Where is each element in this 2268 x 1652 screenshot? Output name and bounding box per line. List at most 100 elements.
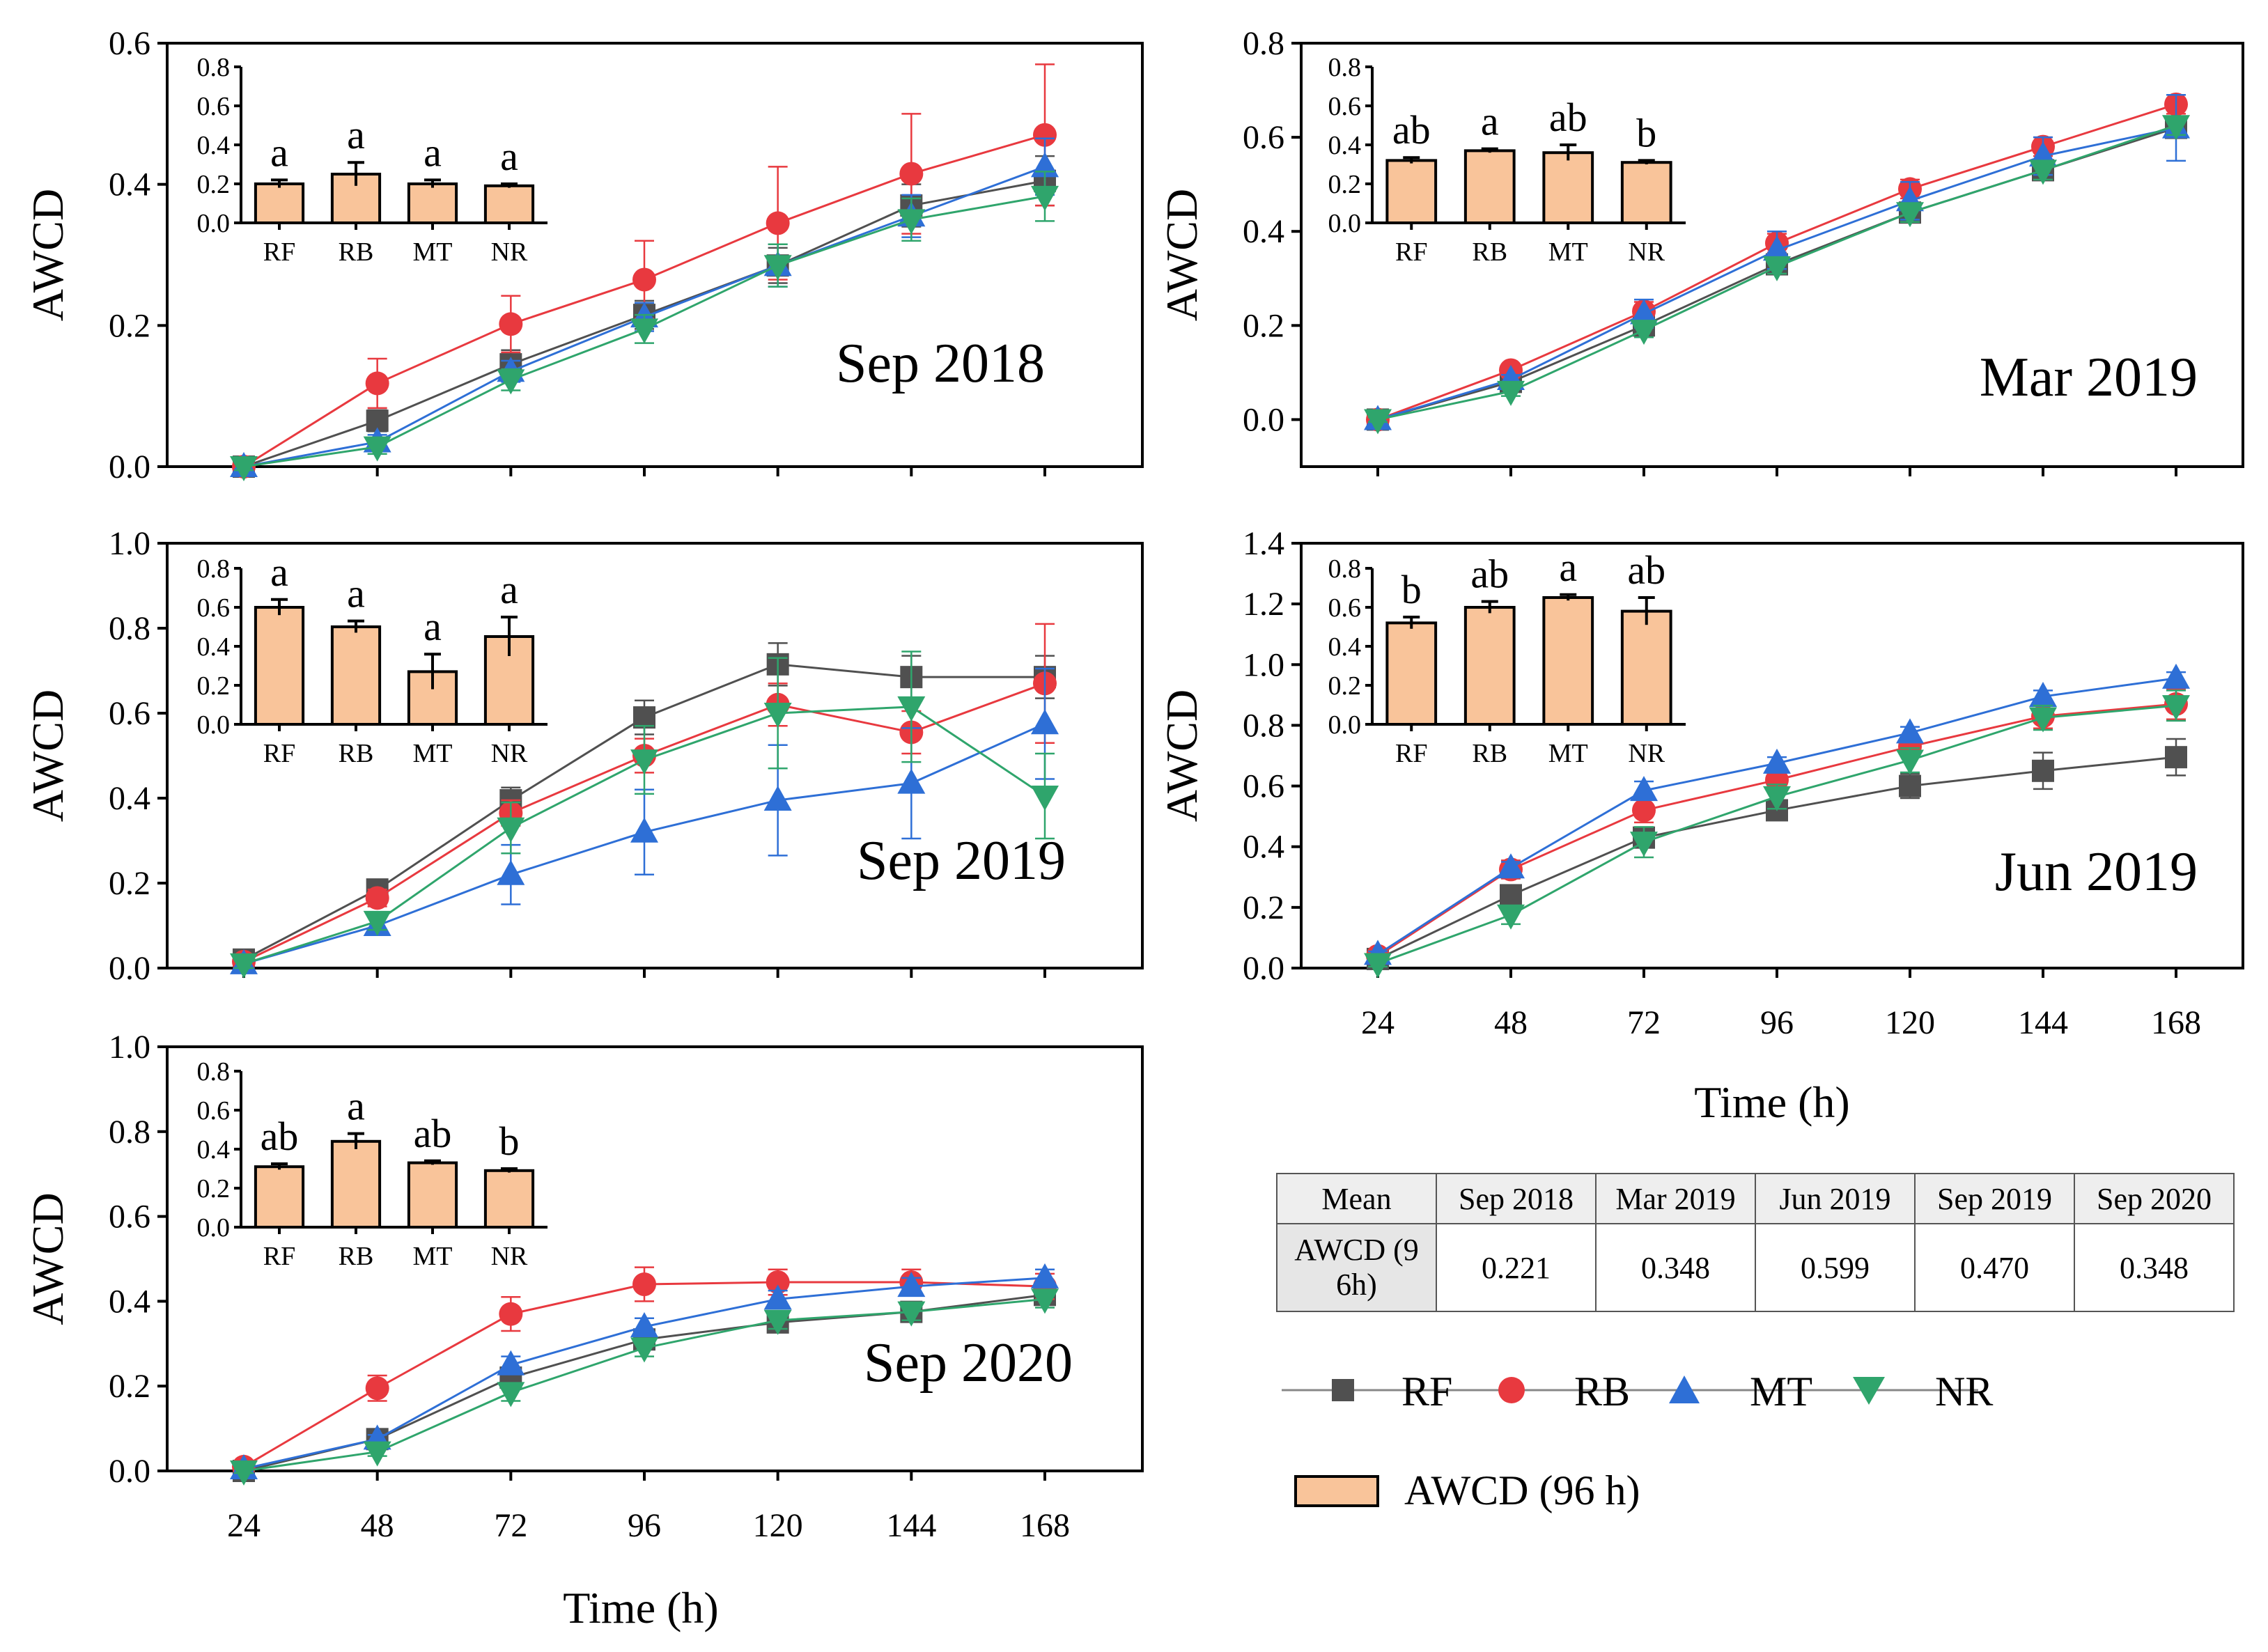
legend-rf-label: RF	[1401, 1369, 1452, 1415]
p4-series-rb-point	[766, 1270, 790, 1294]
p3-plot-frame	[1300, 542, 2244, 969]
p0-inset-xtick-label-rf: RF	[263, 237, 295, 267]
p1-inset-sig-letter-rf: ab	[1392, 107, 1431, 153]
p4-series-mt-point	[1031, 1263, 1059, 1288]
p4-inset-ytick-label-0-0: 0.0	[197, 1213, 231, 1242]
p1-inset-xtick-label-mt: MT	[1548, 237, 1588, 267]
p0-inset-xtick-label-rb: RB	[339, 237, 374, 267]
p2-inset-ytick-label-0-8: 0.8	[197, 554, 231, 584]
p0-inset-sig-letter-nr: a	[500, 134, 518, 179]
p0-series-rb-point	[499, 312, 523, 336]
p2-inset-sig-letter-rf: a	[270, 550, 288, 595]
p4-inset: 0.0 0.2 0.4 0.6 0.8 ab RF a RB ab MT b NR	[197, 1057, 550, 1271]
p1-series-nr-point	[2029, 159, 2057, 185]
p3-xtick-label-168: 168	[2151, 1004, 2201, 1041]
p3-series-nr-point	[2162, 695, 2190, 721]
p3-series-rf-point	[2032, 759, 2054, 782]
p1-inset-ytick-label-0-6: 0.6	[1328, 92, 1362, 121]
p0-ytick-label-0-6: 0.6	[109, 25, 150, 62]
legend-mt-marker	[1669, 1376, 1700, 1403]
p2-series-nr-point	[230, 953, 258, 979]
p3-inset-bar-mt	[1542, 596, 1594, 726]
legend: RF RB MT NR AWCD (96 h)	[1282, 1369, 1993, 1513]
p4-series-rb-point	[499, 1302, 523, 1326]
p1-ytick-label-0-6: 0.6	[1243, 119, 1284, 156]
p0-series-nr-point	[363, 436, 391, 462]
p0-series-rb-point	[766, 211, 790, 235]
legend-nr-label: NR	[1935, 1369, 1993, 1415]
p2-series-nr-point	[497, 817, 525, 843]
p1-series-nr-point	[2162, 115, 2190, 141]
p3-series-nr-point	[1763, 786, 1791, 811]
p2-inset-ytick-label-0-6: 0.6	[197, 593, 231, 623]
p3-series-nr-point	[1896, 749, 1924, 775]
p3-inset-ytick-label-0-8: 0.8	[1328, 554, 1362, 584]
p3-ytick-label-1-2: 1.2	[1243, 586, 1284, 623]
p0-inset-xtick-label-mt: MT	[413, 237, 453, 267]
p2-inset-sig-letter-mt: a	[424, 604, 442, 649]
p4-inset-bar-nr	[483, 1169, 535, 1229]
p3-ytick-label-0-4: 0.4	[1243, 829, 1284, 866]
p0-ytick-label-0-4: 0.4	[109, 166, 150, 203]
table-row: AWCD (9 6h) 0.221 0.348 0.599 0.470 0.348	[1276, 1223, 2235, 1312]
p2-series-mt-point	[897, 768, 926, 794]
p3-ylabel: AWCD	[1157, 689, 1206, 822]
p2-inset-ytick-label-0-2: 0.2	[197, 671, 231, 701]
p4-inset-xtick-label-nr: NR	[491, 1242, 528, 1271]
p3-series-mt-point	[1630, 776, 1658, 802]
p0-series-nr-point	[763, 255, 792, 281]
p1-inset-sig-letter-rb: a	[1481, 99, 1499, 144]
p3-series-rf-point	[1500, 884, 1522, 907]
p2-ytick-label-0-0: 0.0	[109, 950, 150, 987]
p4-series-mt-point	[497, 1350, 525, 1376]
p3-inset-xtick-label-rb: RB	[1472, 739, 1507, 768]
p3-ytick-label-0-8: 0.8	[1243, 707, 1284, 744]
p1-series-nr-point	[1763, 256, 1791, 281]
p2-inset-xtick-label-rb: RB	[339, 739, 374, 768]
p1-inset-bg	[1369, 60, 1688, 258]
p1-series-nr-point	[1630, 320, 1658, 345]
p2-inset-xtick-label-nr: NR	[491, 739, 528, 768]
p4-ytick-label-0-2: 0.2	[109, 1368, 150, 1405]
table-row-label-line1: AWCD (9	[1294, 1233, 1419, 1267]
p0-inset-bar-nr	[483, 184, 535, 224]
p4-inset-xtick-label-mt: MT	[413, 1242, 453, 1271]
table-header-jun-2019: Jun 2019	[1755, 1173, 1916, 1224]
p2-ytick-label-0-6: 0.6	[109, 695, 150, 732]
p0-inset-ytick-label-0-6: 0.6	[197, 92, 231, 121]
p2-ytick-label-0-2: 0.2	[109, 865, 150, 902]
p4-xtick-label-72: 72	[494, 1507, 527, 1544]
p1-panel-title: Mar 2019	[1980, 347, 2198, 408]
p4-series-nr-point	[1031, 1288, 1059, 1314]
p1-inset-sig-letter-nr: b	[1636, 110, 1656, 155]
p1-inset-xtick-label-rb: RB	[1472, 237, 1507, 267]
p3-ytick-label-0-6: 0.6	[1243, 768, 1284, 805]
p2-ylabel: AWCD	[23, 689, 72, 822]
p3-series-nr-point	[1364, 953, 1392, 979]
p3-series-mt-point	[2162, 663, 2190, 689]
p2-series-nr-point	[897, 696, 926, 722]
p1-inset-bar-nr	[1620, 161, 1672, 224]
p4-series-nr-point	[897, 1301, 926, 1327]
table-row-label-line2: 6h)	[1336, 1268, 1377, 1302]
legend-bar-swatch	[1294, 1475, 1379, 1507]
panel-jun-2019: 0.0 0.2 0.4 0.6 0.8 1.0 1.2 1.4 24 48 72 96 120 144 16…	[1157, 525, 2244, 1127]
p0-series-nr-point	[897, 209, 926, 235]
p1-plot-frame	[1300, 42, 2244, 468]
p3-ytick-label-1-4: 1.4	[1243, 525, 1284, 562]
p4-series-rb-point	[365, 1376, 389, 1401]
legend-rb-marker	[1498, 1377, 1525, 1403]
table-header-sep-2019: Sep 2019	[1914, 1173, 2075, 1224]
p4-series-rb-point	[632, 1272, 656, 1297]
p4-inset-sig-letter-rf: ab	[261, 1114, 299, 1159]
p2-series-rb-point	[365, 886, 389, 910]
p4-ylabel: AWCD	[23, 1192, 72, 1325]
p4-ytick-label-0-6: 0.6	[109, 1199, 150, 1236]
p4-xtick-label-168: 168	[1020, 1507, 1070, 1544]
p3-inset-sig-letter-rf: b	[1401, 567, 1422, 612]
p1-inset-ytick-label-0-4: 0.4	[1328, 131, 1362, 160]
p2-series-rf-point	[633, 706, 655, 729]
p1-inset-bar-mt	[1542, 151, 1594, 224]
table-row-label: AWCD (9 6h)	[1276, 1223, 1437, 1312]
